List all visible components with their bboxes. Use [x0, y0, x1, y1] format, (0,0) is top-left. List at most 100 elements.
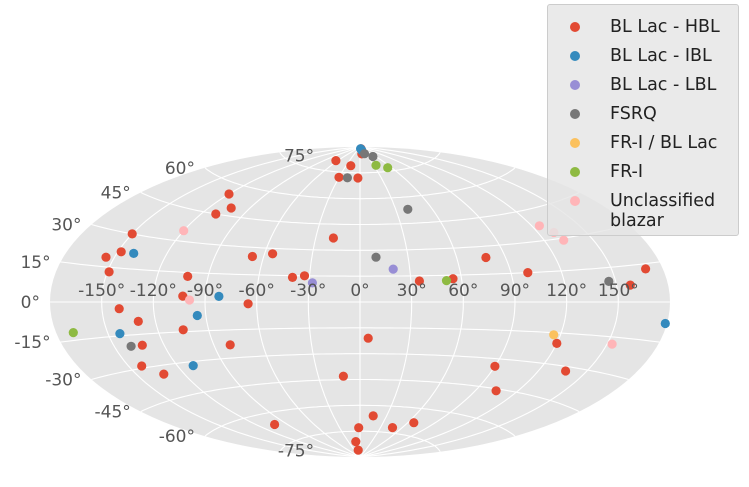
data-point	[287, 272, 298, 282]
data-point	[299, 271, 310, 281]
data-point	[101, 252, 111, 262]
data-point	[388, 264, 398, 274]
data-point	[414, 276, 424, 286]
data-point	[116, 247, 126, 257]
parallel-line	[60, 327, 660, 343]
lon-tick-label: 0°	[350, 281, 369, 301]
data-point	[224, 189, 234, 199]
data-point	[383, 163, 393, 173]
data-point	[342, 173, 352, 183]
data-point	[549, 330, 559, 340]
legend: BL Lac - HBL BL Lac - IBL BL Lac - LBL FSRQ…	[547, 4, 739, 236]
data-point	[371, 160, 381, 170]
lon-tick-label: -90°	[187, 281, 223, 301]
data-point	[126, 341, 136, 351]
data-point	[523, 268, 533, 278]
data-point	[490, 361, 500, 371]
data-point	[133, 316, 143, 326]
legend-label: Unclassified blazar	[610, 191, 716, 231]
data-point	[178, 325, 188, 335]
lon-tick-label: -60°	[239, 281, 275, 301]
legend-marker	[570, 109, 580, 119]
lat-tick-label: -15°	[14, 333, 50, 353]
lat-tick-label: -30°	[45, 371, 81, 391]
legend-marker	[570, 51, 580, 61]
parallel-line	[204, 167, 516, 200]
legend-label: FR-I / BL Lac	[610, 133, 718, 153]
data-point	[188, 361, 198, 371]
data-point	[127, 229, 137, 239]
data-point	[371, 252, 381, 262]
legend-marker	[570, 196, 580, 206]
lat-tick-label: -45°	[95, 403, 131, 423]
data-point	[68, 328, 78, 338]
parallel-line	[279, 152, 441, 174]
legend-label: FR-I	[610, 162, 643, 182]
parallel-line	[91, 223, 629, 251]
lon-tick-label: -120°	[130, 281, 177, 301]
lat-tick-label: 60°	[165, 159, 195, 179]
data-point	[491, 386, 501, 396]
data-point	[328, 233, 338, 243]
parallel-line	[204, 404, 516, 437]
lat-tick-label: 15°	[20, 253, 50, 273]
data-point	[409, 418, 419, 428]
data-point	[552, 338, 562, 348]
data-point	[214, 291, 224, 301]
data-point	[641, 264, 651, 274]
data-point	[353, 445, 363, 455]
lat-tick-label: -60°	[159, 427, 195, 447]
data-point	[159, 369, 169, 379]
lat-tick-label: 30°	[51, 216, 81, 236]
data-point	[660, 318, 670, 329]
data-point	[363, 333, 373, 343]
parallel-line	[140, 378, 580, 413]
data-point	[387, 423, 398, 433]
lat-tick-label: -75°	[278, 441, 314, 461]
legend-marker	[570, 138, 580, 148]
data-point	[331, 156, 341, 166]
data-point	[441, 276, 452, 286]
data-point	[137, 340, 147, 350]
lat-tick-label: 0°	[21, 293, 40, 313]
data-point	[247, 251, 257, 262]
data-points	[68, 144, 670, 455]
data-point	[226, 203, 236, 213]
lon-tick-label: -30°	[290, 281, 326, 301]
data-point	[192, 310, 202, 321]
data-point	[534, 221, 545, 231]
data-point	[346, 161, 356, 171]
data-point	[225, 340, 235, 350]
data-point	[137, 361, 147, 371]
legend-marker	[570, 80, 580, 90]
data-point	[243, 299, 253, 309]
data-point	[604, 276, 614, 286]
data-point	[353, 173, 363, 183]
data-point	[368, 151, 378, 162]
legend-label: BL Lac - HBL	[610, 17, 720, 37]
data-point	[179, 226, 189, 236]
data-point	[403, 204, 413, 214]
data-point	[359, 149, 370, 159]
data-point	[338, 371, 348, 381]
data-point	[607, 339, 617, 349]
lon-tick-label: 120°	[546, 281, 587, 301]
data-point	[559, 235, 569, 245]
data-point	[184, 295, 195, 305]
legend-label: BL Lac - IBL	[610, 46, 712, 66]
data-point	[561, 366, 571, 376]
legend-label: BL Lac - LBL	[610, 75, 717, 95]
lat-tick-label: 45°	[101, 183, 131, 203]
data-point	[268, 249, 278, 259]
legend-marker	[570, 22, 580, 32]
data-point	[351, 437, 361, 447]
data-point	[178, 291, 188, 301]
data-point	[129, 248, 139, 258]
lon-tick-label: 30°	[397, 281, 427, 301]
lon-tick-label: 90°	[500, 281, 530, 301]
data-point	[115, 329, 125, 339]
lon-tick-label: 60°	[448, 281, 478, 301]
legend-label: FSRQ	[610, 104, 657, 124]
lon-tick-label: 150°	[598, 281, 639, 301]
